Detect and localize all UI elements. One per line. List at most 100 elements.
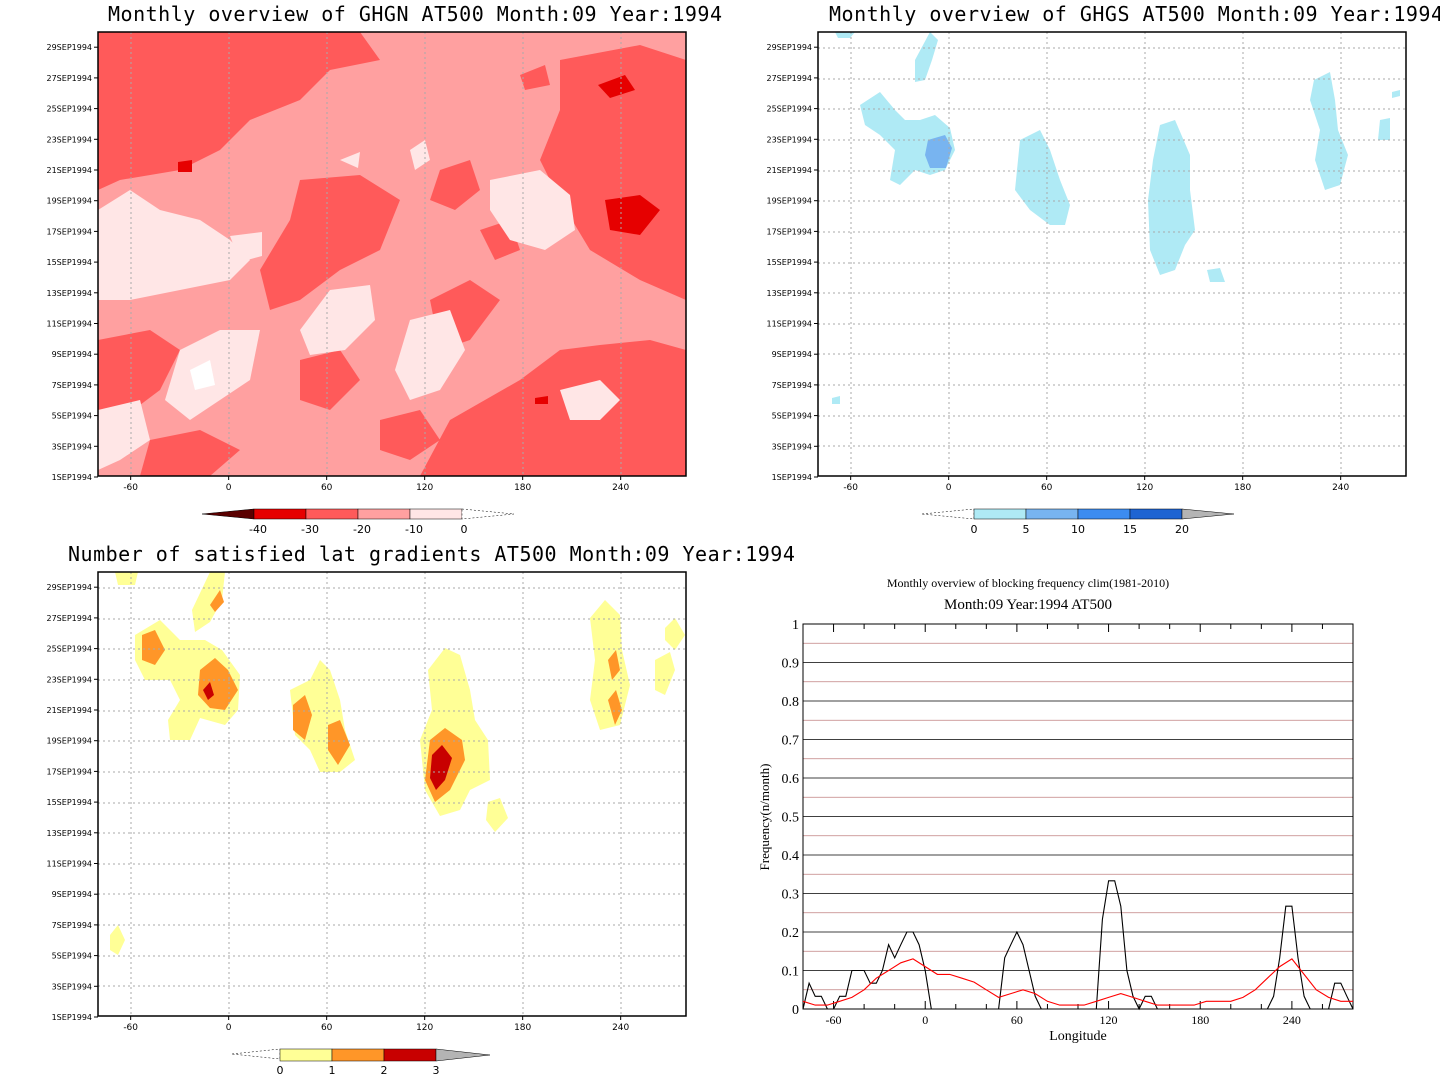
grad-y-tick-label: 7SEP1994 xyxy=(52,921,92,930)
grad-x-tick-labels: -60 0 60 120 180 240 xyxy=(123,1016,630,1033)
panel-ghgn-title: Monthly overview of GHGN AT500 Month:09 … xyxy=(108,2,723,26)
grad-y-tick-label: 15SEP1994 xyxy=(47,798,93,807)
freq-y-tick-label: 0.9 xyxy=(782,657,800,672)
ghgs-y-tick-label: 19SEP1994 xyxy=(767,197,813,206)
grad-colorbar-label: 0 xyxy=(277,1064,284,1077)
ghgn-colorbar: -40 -30 -20 -10 0 xyxy=(201,508,515,536)
freq-y-tick-label: 0.6 xyxy=(782,772,800,787)
ghgn-y-tick-label: 15SEP1994 xyxy=(47,258,93,267)
panel-ghgn-plot: -60 0 60 120 180 240 1SEP1994 3SEP1994 5SEP1994… xyxy=(47,31,687,536)
ghgs-x-tick-label: 120 xyxy=(1136,483,1153,493)
panel-ghgs-plot: -60 0 60 120 180 240 1SEP1994 3SEP1994 5SEP1994… xyxy=(767,31,1407,536)
ghgn-y-tick-label: 19SEP1994 xyxy=(47,197,93,206)
ghgs-colorbar-cell xyxy=(1181,508,1235,520)
freq-y-tick-label: 1 xyxy=(792,618,799,633)
grad-colorbar-cell xyxy=(331,1048,385,1062)
freq-x-tick-label: -60 xyxy=(826,1013,842,1027)
ghgn-y-tick-label: 21SEP1994 xyxy=(47,166,93,175)
ghgn-y-tick-label: 11SEP1994 xyxy=(47,320,93,329)
grad-y-tick-label: 13SEP1994 xyxy=(47,829,93,838)
ghgn-colorbar-label: 0 xyxy=(461,523,468,536)
ghgn-colorbar-label: -10 xyxy=(405,523,423,536)
freq-y-tick-label: 0 xyxy=(792,1003,799,1018)
ghgn-contours xyxy=(98,32,686,476)
panel-ghgs-title: Monthly overview of GHGS AT500 Month:09 … xyxy=(829,2,1440,26)
ghgs-y-tick-label: 7SEP1994 xyxy=(772,381,812,390)
ghgs-y-tick-label: 1SEP1994 xyxy=(772,473,812,482)
ghgs-y-tick-label: 9SEP1994 xyxy=(772,350,812,359)
grad-y-tick-label: 21SEP1994 xyxy=(47,706,93,715)
grad-x-tick-label: 60 xyxy=(321,1023,333,1033)
grad-colorbar-cell xyxy=(435,1048,491,1062)
ghgs-colorbar-label: 10 xyxy=(1071,523,1085,536)
ghgs-colorbar-cell xyxy=(973,508,1027,520)
grad-colorbar-label: 2 xyxy=(381,1064,388,1077)
ghgn-y-tick-label: 7SEP1994 xyxy=(52,381,92,390)
grad-y-tick-labels: 1SEP1994 3SEP1994 5SEP1994 7SEP1994 9SEP1994… xyxy=(47,583,98,1022)
panel-freq-title: Monthly overview of blocking frequency c… xyxy=(886,576,1170,590)
ghgs-y-tick-label: 11SEP1994 xyxy=(767,320,813,329)
ghgn-x-tick-label: 180 xyxy=(514,483,531,493)
ghgs-colorbar-label: 5 xyxy=(1023,523,1030,536)
ghgs-colorbar-label: 0 xyxy=(971,523,978,536)
freq-y-tick-label: 0.2 xyxy=(782,926,800,941)
ghgs-y-tick-label: 27SEP1994 xyxy=(767,74,813,83)
ghgn-x-tick-label: 0 xyxy=(226,483,232,493)
ghgs-grid xyxy=(818,32,1406,476)
freq-y-axis-label: Frequency(n/month) xyxy=(757,764,772,871)
ghgs-y-tick-label: 13SEP1994 xyxy=(767,289,813,298)
freq-reference-lines xyxy=(803,642,1353,991)
ghgs-x-tick-label: 60 xyxy=(1041,483,1053,493)
ghgn-x-tick-label: 60 xyxy=(321,483,333,493)
ghgs-x-tick-labels: -60 0 60 120 180 240 xyxy=(843,476,1350,493)
ghgn-colorbar-cell xyxy=(357,508,411,520)
ghgn-colorbar-cell xyxy=(201,508,255,520)
ghgn-y-tick-label: 1SEP1994 xyxy=(52,473,92,482)
ghgs-y-tick-label: 21SEP1994 xyxy=(767,166,813,175)
ghgn-y-tick-label: 3SEP1994 xyxy=(52,442,92,451)
grad-colorbar-label: 1 xyxy=(329,1064,336,1077)
grad-x-tick-label: 180 xyxy=(514,1023,531,1033)
ghgs-colorbar: 0 5 10 15 20 xyxy=(921,508,1235,536)
ghgs-y-tick-label: 3SEP1994 xyxy=(772,442,812,451)
freq-series xyxy=(802,880,1354,1011)
freq-series-line-red xyxy=(802,958,1353,1006)
grad-y-tick-label: 19SEP1994 xyxy=(47,737,93,746)
freq-x-ticks: -60 0 60 120 180 240 xyxy=(802,624,1354,1027)
grad-y-tick-label: 17SEP1994 xyxy=(47,767,93,776)
ghgn-y-tick-label: 25SEP1994 xyxy=(47,105,93,114)
grad-x-tick-label: 0 xyxy=(226,1023,232,1033)
grad-x-tick-label: 240 xyxy=(612,1023,629,1033)
ghgs-y-tick-labels: 1SEP1994 3SEP1994 5SEP1994 7SEP1994 9SEP1994… xyxy=(767,43,818,482)
ghgn-y-tick-labels: 1SEP1994 3SEP1994 5SEP1994 7SEP1994 9SEP1994… xyxy=(47,43,98,482)
grad-y-tick-label: 9SEP1994 xyxy=(52,890,92,899)
freq-y-ticks: 0 0.1 0.2 0.3 0.4 0.5 0.6 0.7 0.8 0.9 1 xyxy=(782,618,800,1018)
ghgn-y-tick-label: 23SEP1994 xyxy=(47,135,93,144)
ghgs-x-tick-label: 240 xyxy=(1332,483,1349,493)
freq-series-line-black xyxy=(802,880,1354,1011)
panel-freq-subtitle: Month:09 Year:1994 AT500 xyxy=(944,597,1112,613)
freq-x-tick-label: 240 xyxy=(1283,1013,1301,1027)
freq-y-tick-label: 0.4 xyxy=(782,849,800,864)
freq-x-tick-label: 120 xyxy=(1100,1013,1118,1027)
grad-colorbar-cell xyxy=(383,1048,437,1062)
grad-y-tick-label: 25SEP1994 xyxy=(47,645,93,654)
ghgs-frame xyxy=(817,31,1407,477)
ghgs-colorbar-cell xyxy=(921,508,975,520)
freq-x-tick-label: 0 xyxy=(922,1013,928,1027)
grad-y-tick-label: 5SEP1994 xyxy=(52,952,92,961)
ghgs-x-tick-label: -60 xyxy=(843,483,858,493)
freq-x-tick-label: 180 xyxy=(1191,1013,1209,1027)
ghgs-colorbar-label: 15 xyxy=(1123,523,1137,536)
grad-x-tick-label: -60 xyxy=(123,1023,138,1033)
ghgs-y-tick-label: 5SEP1994 xyxy=(772,412,812,421)
grad-grid xyxy=(98,572,686,1016)
grad-y-tick-label: 3SEP1994 xyxy=(52,982,92,991)
ghgn-y-tick-label: 9SEP1994 xyxy=(52,350,92,359)
ghgs-y-tick-label: 25SEP1994 xyxy=(767,105,813,114)
freq-y-tick-label: 0.7 xyxy=(782,734,800,749)
grad-y-tick-label: 11SEP1994 xyxy=(47,860,93,869)
ghgn-colorbar-label: -20 xyxy=(353,523,371,536)
grad-colorbar: 0 1 2 3 xyxy=(231,1048,491,1077)
panel-freq-plot: -60 0 60 120 180 240 0 0.1 0.2 0.3 0.4 0.5 0.6 0.7 0.… xyxy=(757,618,1354,1044)
